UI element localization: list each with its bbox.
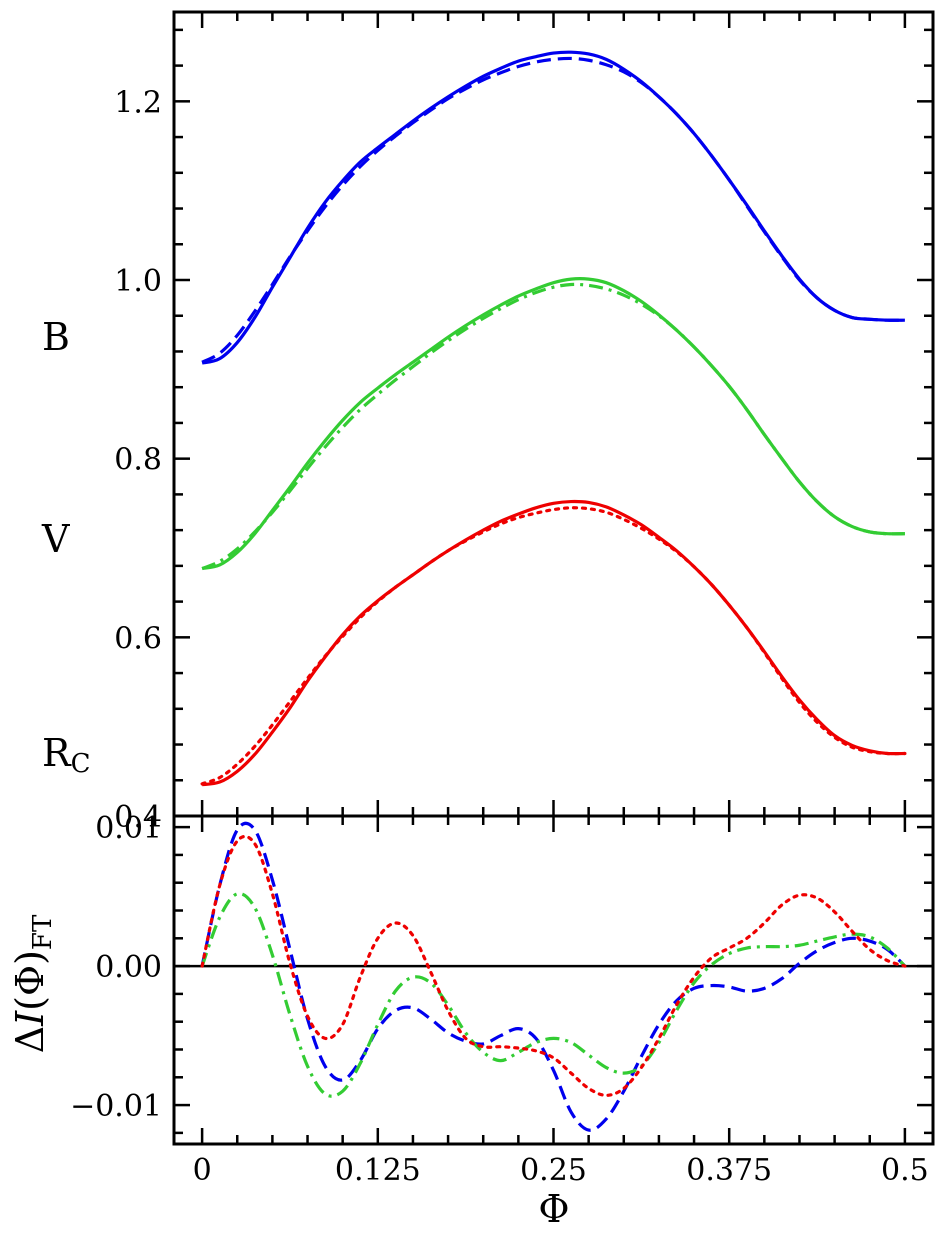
x-tick-label: 0.125: [335, 1153, 421, 1188]
top-y-tick-label: 1.2: [114, 85, 162, 120]
bottom-plot-frame: [172, 814, 935, 1146]
band-label-b: B: [42, 315, 70, 359]
top-series-b-dashed: [201, 56, 905, 364]
bottom-y-tick-label: 0.00: [95, 950, 162, 985]
x-axis-title: Φ: [538, 1187, 569, 1231]
bottom-series-group: [200, 821, 907, 1132]
top-y-tick-label: 0.4: [114, 800, 162, 835]
bottom-series-r-dotted: [200, 834, 907, 1097]
bottom-tick-labels: 0.01 0.00 −0.01 0 0.125 0.25 0.375 0.5: [70, 811, 929, 1188]
top-y-tick-label: 0.8: [114, 443, 162, 478]
bottom-y-tick-label: −0.01: [70, 1089, 162, 1124]
bottom-y-tick-label: 0.01: [95, 811, 162, 846]
y-axis-title: ΔI(Φ)FT: [8, 914, 58, 1053]
top-series-group: [200, 50, 907, 787]
top-series-r-dotted: [200, 506, 907, 786]
band-label-rc: RC: [42, 731, 91, 779]
x-tick-label: 0.5: [881, 1153, 929, 1188]
bottom-panel: 0.01 0.00 −0.01 0 0.125 0.25 0.375 0.5: [70, 811, 935, 1188]
x-tick-label: 0.25: [520, 1153, 587, 1188]
top-y-tick-label: 1.0: [114, 264, 162, 299]
x-tick-label: 0.375: [686, 1153, 772, 1188]
x-tick-label: 0: [193, 1153, 212, 1188]
top-tick-labels: 0.4 0.6 0.8 1.0 1.2: [114, 85, 162, 835]
top-y-tick-label: 0.6: [114, 621, 162, 656]
bottom-ticks-group: [174, 816, 933, 1144]
band-label-v: V: [41, 517, 70, 561]
bottom-series-v-dashdot: [200, 891, 907, 1098]
top-series-v-dashdot: [201, 282, 905, 571]
